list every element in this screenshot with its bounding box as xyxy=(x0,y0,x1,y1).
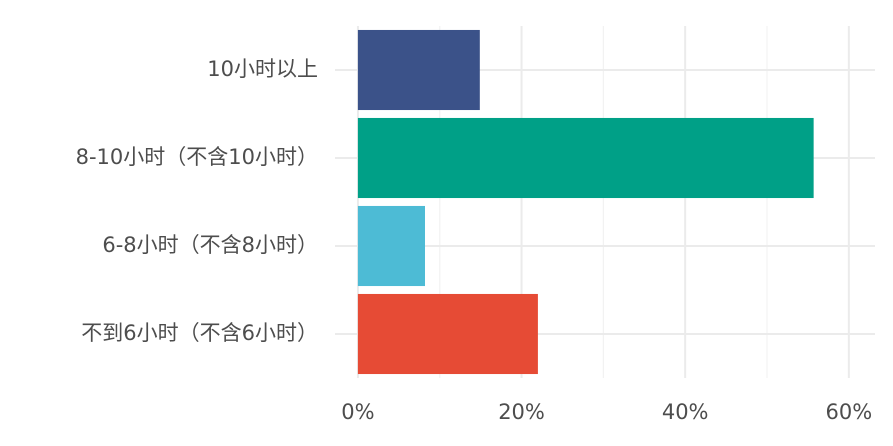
bar xyxy=(357,117,814,199)
x-tick-label: 40% xyxy=(662,400,709,424)
bar xyxy=(357,205,425,287)
x-tick-label: 60% xyxy=(825,400,872,424)
x-tick-label: 20% xyxy=(498,400,545,424)
y-tick-label: 8-10小时（不含10小时） xyxy=(76,145,318,169)
y-tick-label: 不到6小时（不含6小时） xyxy=(81,321,318,345)
bar xyxy=(357,29,480,111)
y-tick-label: 10小时以上 xyxy=(207,57,318,81)
x-tick-label: 0% xyxy=(341,400,374,424)
y-tick-label: 6-8小时（不含8小时） xyxy=(102,233,318,257)
bar xyxy=(357,293,538,375)
